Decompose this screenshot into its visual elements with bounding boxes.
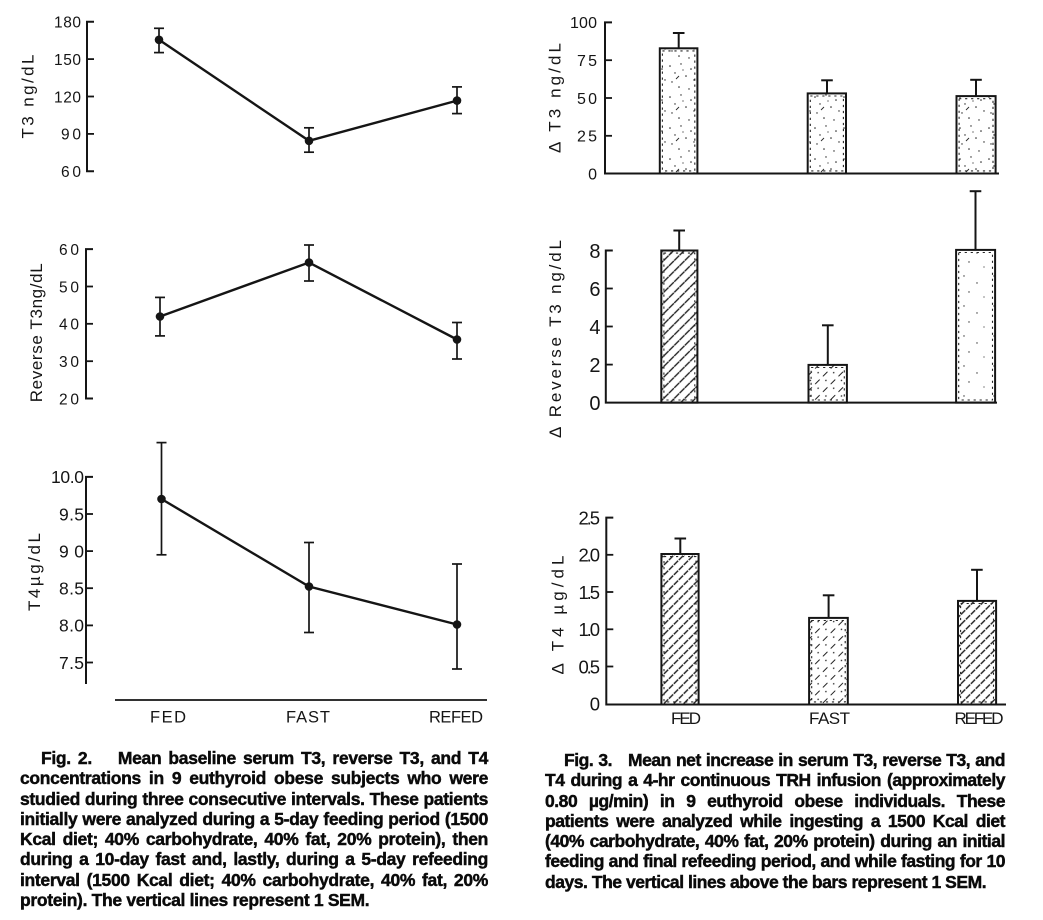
svg-text:50: 50: [577, 91, 597, 108]
svg-text:60: 60: [59, 242, 79, 259]
svg-text:100: 100: [570, 15, 597, 32]
svg-text:Δ T4 µg/dL: Δ T4 µg/dL: [549, 556, 568, 675]
svg-text:6: 6: [589, 279, 600, 301]
svg-text:T3 ng/dL: T3 ng/dL: [19, 55, 38, 139]
svg-text:8.0: 8.0: [59, 616, 84, 636]
svg-text:Δ Reverse T3 ng/dL: Δ Reverse T3 ng/dL: [546, 240, 565, 438]
svg-text:30: 30: [59, 354, 79, 371]
svg-text:50: 50: [59, 279, 79, 296]
svg-text:1.5: 1.5: [579, 582, 601, 603]
svg-text:9 0: 9 0: [59, 541, 84, 561]
svg-text:20: 20: [59, 391, 79, 408]
svg-text:9.5: 9.5: [59, 504, 84, 524]
svg-text:2.5: 2.5: [579, 507, 601, 528]
svg-text:40: 40: [59, 317, 79, 334]
svg-text:7.5: 7.5: [59, 653, 84, 673]
svg-text:0: 0: [590, 694, 600, 715]
svg-text:FAST: FAST: [286, 709, 330, 727]
svg-text:FED: FED: [150, 709, 186, 727]
svg-text:0: 0: [589, 393, 600, 415]
svg-text:4: 4: [589, 317, 600, 339]
svg-text:FAST: FAST: [809, 709, 850, 728]
svg-text:150: 150: [54, 52, 81, 69]
svg-text:8.5: 8.5: [59, 579, 84, 599]
svg-text:Reverse T3ng/dL: Reverse T3ng/dL: [27, 263, 46, 402]
svg-text:2.0: 2.0: [579, 545, 601, 566]
svg-text:180: 180: [54, 15, 81, 32]
svg-text:90: 90: [61, 127, 81, 144]
svg-text:10.0: 10.0: [51, 467, 84, 487]
svg-text:2: 2: [589, 355, 600, 377]
svg-text:0: 0: [588, 166, 597, 183]
svg-text:FED: FED: [671, 709, 701, 728]
svg-text:1.0: 1.0: [579, 619, 601, 640]
svg-text:120: 120: [54, 89, 81, 106]
svg-text:60: 60: [61, 164, 81, 181]
svg-text:8: 8: [589, 241, 600, 263]
svg-text:75: 75: [577, 53, 597, 70]
svg-text:25: 25: [577, 129, 597, 146]
svg-text:0.5: 0.5: [579, 656, 601, 677]
svg-text:T4µg/dL: T4µg/dL: [25, 533, 44, 611]
svg-text:REFED: REFED: [429, 709, 483, 727]
svg-text:Δ T3 ng/dL: Δ T3 ng/dL: [546, 43, 565, 153]
svg-text:REFED: REFED: [955, 709, 1004, 728]
